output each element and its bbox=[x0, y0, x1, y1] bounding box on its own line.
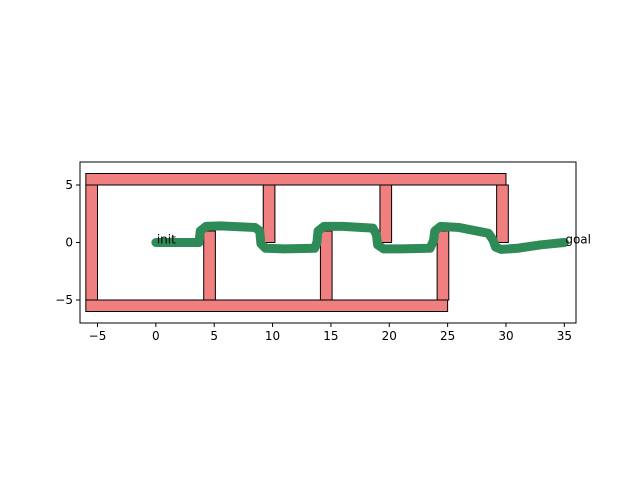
path-layer bbox=[151, 221, 569, 254]
y-tick-label: −5 bbox=[55, 293, 73, 307]
obstacle-0 bbox=[85, 173, 507, 186]
x-tick-label: 15 bbox=[323, 329, 338, 343]
x-tick-label: 20 bbox=[382, 329, 397, 343]
x-tick-label: 10 bbox=[265, 329, 280, 343]
y-tick-label: 0 bbox=[65, 236, 73, 250]
obstacle-2 bbox=[85, 184, 99, 301]
x-axis: −5 0 5 10 15 20 25 30 35 bbox=[89, 323, 572, 343]
annotation-goal: goal bbox=[565, 233, 591, 247]
y-tick-label: 5 bbox=[65, 178, 73, 192]
y-axis: −5 0 5 bbox=[55, 178, 80, 307]
obstacle-1 bbox=[85, 299, 449, 312]
x-tick-label: 0 bbox=[152, 329, 160, 343]
obstacle-6 bbox=[203, 230, 216, 301]
x-tick-label: 25 bbox=[440, 329, 455, 343]
obstacle-7 bbox=[319, 230, 333, 301]
x-tick-label: 30 bbox=[498, 329, 513, 343]
annotation-layer: init goal bbox=[157, 233, 591, 247]
obstacle-8 bbox=[436, 230, 450, 301]
obstacle-4 bbox=[379, 184, 393, 243]
obstacle-3 bbox=[262, 184, 276, 243]
annotation-init: init bbox=[157, 233, 176, 247]
obstacle-layer bbox=[85, 173, 509, 312]
planned-path-line bbox=[151, 221, 569, 254]
obstacle-5 bbox=[496, 184, 509, 243]
x-tick-label: 5 bbox=[210, 329, 218, 343]
x-tick-label: 35 bbox=[557, 329, 572, 343]
x-tick-label: −5 bbox=[89, 329, 107, 343]
